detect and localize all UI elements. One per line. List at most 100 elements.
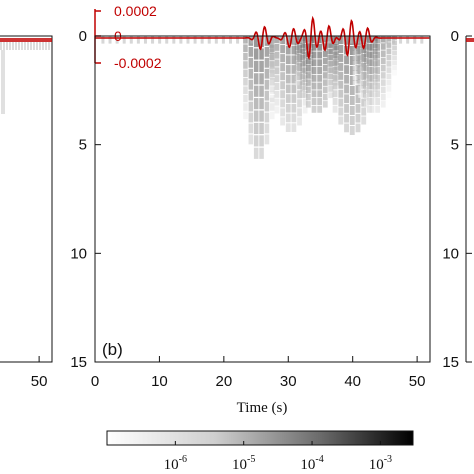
heatmap-cell xyxy=(358,48,364,55)
heatmap-cell xyxy=(344,84,349,94)
x-axis-ticks: 0 10 20 30 40 50 xyxy=(91,356,425,390)
heatmap-cell xyxy=(355,65,361,74)
heatmap-cell xyxy=(270,111,275,120)
heatmap-cell xyxy=(268,92,274,98)
x-tick-label: 10 xyxy=(151,373,168,390)
heatmap-cell xyxy=(363,86,369,94)
heatmap-cell xyxy=(326,79,332,86)
heatmap-cell xyxy=(355,123,361,133)
left-panel-seismogram-line xyxy=(0,38,52,42)
heatmap-cell xyxy=(248,57,254,68)
left-heatmap-cell xyxy=(18,42,20,50)
left-heatmap-cell xyxy=(12,42,14,50)
heatmap-cell xyxy=(264,57,270,68)
heatmap-cell xyxy=(355,45,361,55)
y-tick-label: 0 xyxy=(79,28,87,45)
heatmap-cell xyxy=(361,89,367,98)
heatmap-cell xyxy=(236,36,240,44)
heatmap-cell xyxy=(280,117,286,126)
heatmap-cell xyxy=(326,73,332,80)
heatmap-cell xyxy=(248,101,254,112)
heatmap-cell xyxy=(375,59,381,67)
heatmap-cell xyxy=(291,55,297,65)
heatmap-cell xyxy=(338,53,344,62)
heatmap-cell xyxy=(372,36,378,42)
heatmap-cell xyxy=(305,86,311,94)
heatmap-cell xyxy=(200,36,204,44)
heatmap-cell xyxy=(358,73,364,80)
heatmap-cell xyxy=(274,98,280,106)
heatmap-cell xyxy=(367,82,372,90)
heatmap-cell xyxy=(372,67,378,74)
heatmap-cell xyxy=(322,86,328,94)
heatmap-cell xyxy=(361,53,367,62)
heatmap-cell xyxy=(294,36,300,41)
heatmap-cell xyxy=(274,106,280,114)
heatmap-cell xyxy=(268,60,274,67)
heatmap-cell xyxy=(317,74,323,82)
heatmap-cell xyxy=(264,68,270,79)
heatmap-cell xyxy=(264,46,270,57)
heatmap-cell xyxy=(243,69,248,78)
left-x-tick-label: 50 xyxy=(31,373,48,390)
heatmap-cell xyxy=(280,63,286,72)
heatmap-cell xyxy=(311,82,317,90)
heatmap-cell xyxy=(268,42,274,48)
heatmap-cell xyxy=(317,51,323,59)
heatmap-cell xyxy=(274,90,280,98)
heatmap-cell xyxy=(338,116,344,125)
heatmap-cell xyxy=(349,36,353,44)
heatmap-cell xyxy=(322,101,328,108)
heatmap-cell xyxy=(338,71,344,80)
heatmap-cell xyxy=(243,61,248,69)
heatmap-cell xyxy=(369,67,375,75)
heatmap-cell xyxy=(243,86,248,94)
heatmap-cell xyxy=(380,64,386,72)
heatmap-cell xyxy=(248,79,254,90)
left-heatmap-cell xyxy=(39,42,41,50)
heatmap-cell xyxy=(399,36,403,44)
heatmap-cell xyxy=(344,123,349,133)
heatmap-cell xyxy=(253,85,259,97)
heatmap-cell xyxy=(294,70,300,76)
heatmap-cell xyxy=(274,67,280,75)
colorbar-tick-label: 10-4 xyxy=(300,454,323,473)
heatmap-cell xyxy=(270,94,275,103)
heatmap-cell xyxy=(259,60,264,72)
heatmap-cell xyxy=(248,68,254,79)
heatmap-cell xyxy=(322,57,328,65)
heatmap-cell xyxy=(165,36,169,44)
heatmap-cell xyxy=(221,36,225,44)
heatmap-cell xyxy=(291,94,297,103)
right-y-tick-label: 5 xyxy=(451,137,459,154)
colorbar: 10-6 10-5 10-4 10-3 xyxy=(106,430,414,473)
heatmap-cell xyxy=(302,106,308,114)
heatmap-cell xyxy=(292,36,296,44)
heatmap-cell xyxy=(108,36,112,44)
seismogram-tick-label: -0.0002 xyxy=(114,55,162,71)
heatmap-cell xyxy=(248,46,254,57)
heatmap-cell xyxy=(253,48,259,60)
heatmap-cell xyxy=(214,36,218,44)
heatmap-cell xyxy=(352,65,358,71)
heatmap-cell xyxy=(392,65,397,71)
heatmap-cell xyxy=(370,36,374,44)
heatmap-cell xyxy=(322,93,328,101)
heatmap-cell xyxy=(355,104,361,113)
heatmap-cell xyxy=(392,50,397,56)
heatmap-cell xyxy=(358,86,364,92)
heatmap-cell xyxy=(358,79,364,86)
heatmap-cell xyxy=(300,92,306,98)
heatmap-cell xyxy=(367,59,372,67)
left-heatmap-cell xyxy=(6,42,8,50)
heatmap-cell xyxy=(355,55,361,65)
heatmap-cell xyxy=(311,51,317,59)
heatmap-cell xyxy=(297,99,302,108)
heatmap-cell xyxy=(386,54,392,61)
heatmap-cell xyxy=(158,36,162,44)
heatmap-cell xyxy=(363,101,369,108)
heatmap-cell xyxy=(259,85,264,97)
heatmap-cell xyxy=(299,36,303,44)
heatmap-cell xyxy=(268,85,274,92)
heatmap-cell xyxy=(367,66,372,74)
